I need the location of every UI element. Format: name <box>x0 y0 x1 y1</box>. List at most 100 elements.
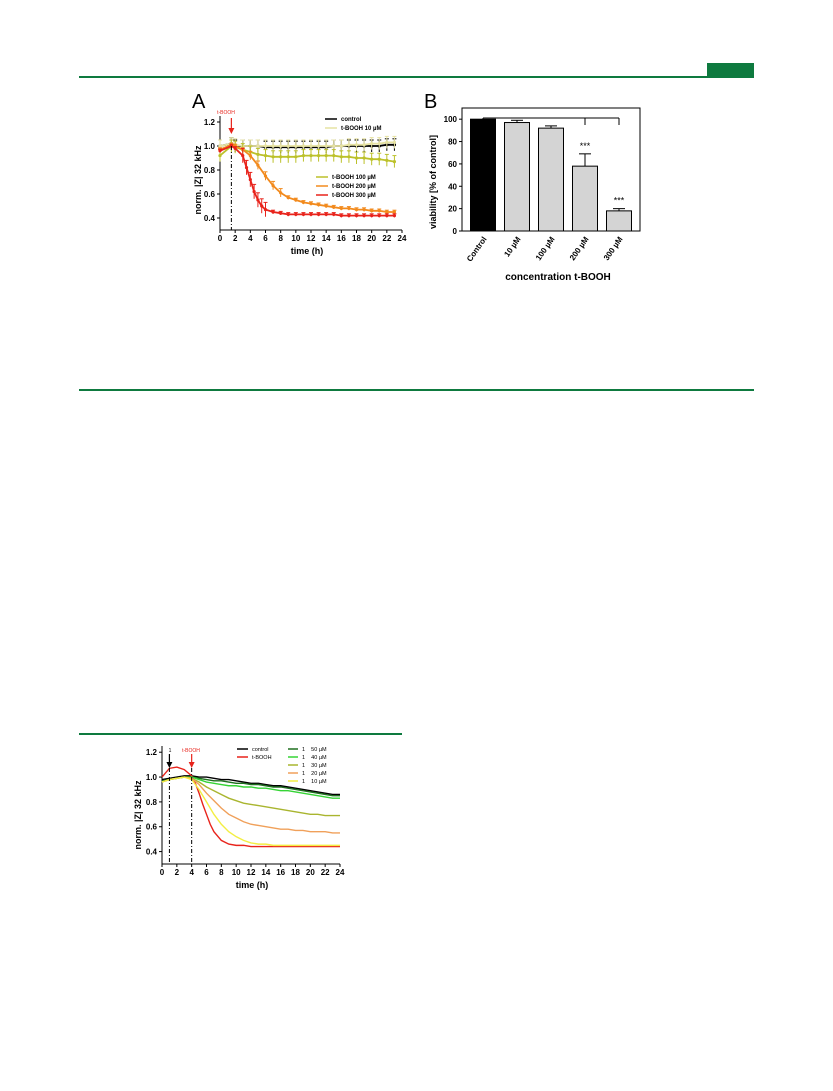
legend-c-s20: 1 20 µM <box>302 771 327 777</box>
data-point <box>392 140 397 144</box>
y-tick-label: 20 <box>448 205 457 214</box>
data-point <box>354 143 359 147</box>
data-point <box>392 160 397 164</box>
arrow2-label-c: t-BOOH <box>182 748 200 754</box>
data-point <box>309 144 313 148</box>
data-point <box>279 211 283 215</box>
data-point <box>324 144 328 148</box>
x-tick-label: 100 µM <box>534 235 557 262</box>
series-line <box>161 776 340 847</box>
data-point <box>392 214 397 218</box>
data-point <box>362 214 366 218</box>
series-line <box>219 144 395 163</box>
data-point <box>248 154 252 158</box>
x-tick-label: 200 µM <box>568 235 591 262</box>
data-point <box>377 209 381 213</box>
y-tick-label: 1.0 <box>204 142 216 151</box>
x-tick-label: 4 <box>189 868 194 877</box>
x-tick-label: 6 <box>204 868 209 877</box>
figure-b-chart: B 0 20 40 60 80 100 Control 10 µM 100 µM 200 µM 30… <box>424 91 641 283</box>
legend-a-t10: t-BOOH 10 µM <box>341 126 381 132</box>
data-point <box>286 212 290 216</box>
data-point <box>309 154 313 158</box>
data-point <box>271 155 275 159</box>
y-axis-label-c: norm. |Z| 32 kHz <box>133 780 143 850</box>
data-point <box>271 144 275 148</box>
data-point <box>252 190 256 194</box>
data-point <box>263 154 268 158</box>
section-rule <box>79 389 754 391</box>
y-tick-label: 1.2 <box>146 748 158 757</box>
legend-a-control: control <box>341 117 362 123</box>
x-tick-label: 0 <box>218 234 223 243</box>
legend-c-s40: 1 40 µM <box>302 755 327 761</box>
data-point <box>316 154 321 158</box>
x-axis-label-c: time (h) <box>236 880 269 890</box>
y-tick-label: 0.6 <box>204 190 216 199</box>
data-point <box>377 157 381 161</box>
data-point <box>332 205 336 209</box>
x-tick-label: 18 <box>352 234 361 243</box>
x-tick-label: 300 µM <box>602 235 625 262</box>
bar <box>538 127 564 232</box>
bar <box>470 118 496 232</box>
legend-a: control t-BOOH 10 µM t-BOOH 100 µM t-BOO… <box>316 117 381 199</box>
data-point <box>385 214 389 218</box>
data-point <box>354 208 359 212</box>
x-tick-label: 8 <box>219 868 224 877</box>
data-point <box>354 214 359 218</box>
data-point <box>347 155 351 159</box>
data-point <box>218 144 222 148</box>
x-tick-label: 20 <box>367 234 376 243</box>
data-point <box>370 142 374 146</box>
data-point <box>370 209 374 213</box>
data-point <box>218 149 222 153</box>
x-tick-label: 2 <box>175 868 180 877</box>
data-point <box>271 184 275 188</box>
data-point <box>392 210 397 214</box>
data-point <box>316 203 321 207</box>
y-tick-label: 1.2 <box>204 118 216 127</box>
y-tick-label: 0.8 <box>204 166 216 175</box>
legend-c-s30: 1 30 µM <box>302 763 327 769</box>
data-point <box>377 142 381 146</box>
data-point <box>347 206 351 210</box>
data-point <box>263 174 268 178</box>
data-point <box>377 214 381 218</box>
data-point <box>286 144 290 148</box>
data-point <box>244 166 249 170</box>
x-tick-label: 24 <box>398 234 407 243</box>
data-point <box>279 144 283 148</box>
data-point <box>256 144 260 148</box>
x-axis-label-b: concentration t-BOOH <box>505 272 611 283</box>
data-point <box>260 204 264 208</box>
data-point <box>263 144 268 148</box>
data-point <box>233 146 237 150</box>
data-point <box>294 155 298 159</box>
data-point <box>332 212 336 216</box>
x-tick-label: 16 <box>337 234 346 243</box>
arrow1-head <box>166 762 173 768</box>
significance-200: *** <box>580 141 591 151</box>
legend-a-t100: t-BOOH 100 µM <box>332 175 376 181</box>
data-point <box>385 158 389 162</box>
data-point <box>286 196 290 200</box>
data-point <box>362 208 366 212</box>
data-point <box>316 212 321 216</box>
data-point <box>339 214 343 218</box>
data-point <box>324 154 328 158</box>
data-point <box>301 200 306 204</box>
x-tick-label: 8 <box>278 234 283 243</box>
y-tick-label: 1.0 <box>146 773 158 782</box>
data-point <box>385 140 389 144</box>
y-tick-label: 0.4 <box>146 848 158 857</box>
x-tick-label: 18 <box>291 868 300 877</box>
x-tick-label: 0 <box>160 868 165 877</box>
x-tick-label: 6 <box>263 234 268 243</box>
x-tick-label: 14 <box>261 868 270 877</box>
data-point <box>362 156 366 160</box>
bar <box>504 122 530 232</box>
x-tick-label: 16 <box>276 868 285 877</box>
data-point <box>324 212 328 216</box>
legend-c-control: control <box>252 747 269 753</box>
